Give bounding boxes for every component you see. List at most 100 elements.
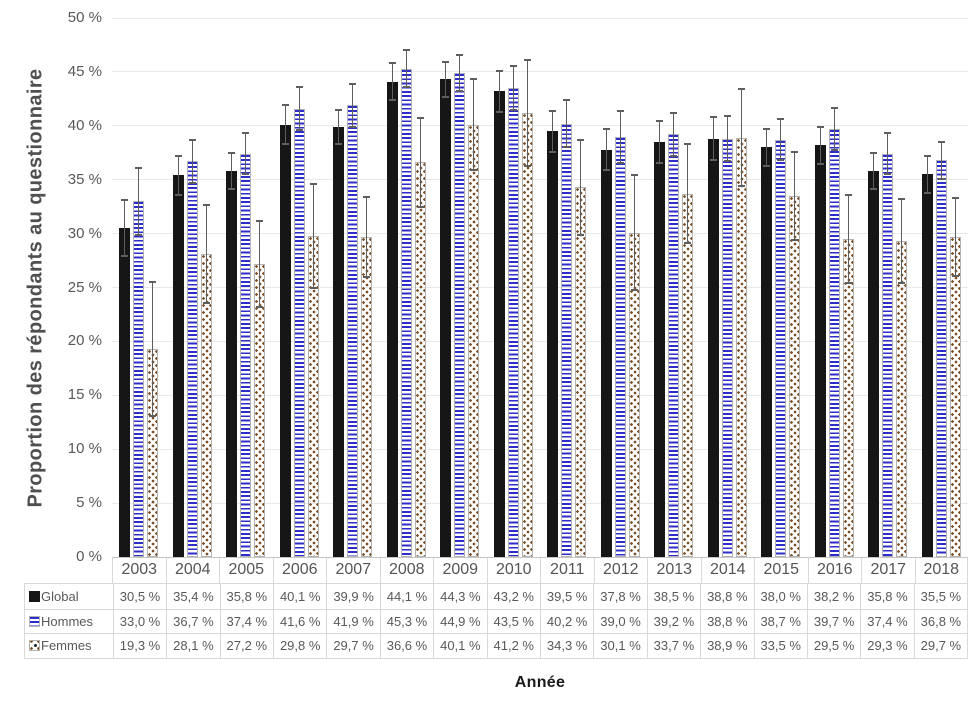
error-bar-line [512, 65, 514, 111]
error-bar-femmes-2005 [256, 219, 264, 308]
error-bar-femmes-2012 [630, 174, 638, 291]
error-bar-cap-top [577, 138, 585, 141]
x-tick-2007: 2007 [326, 557, 380, 583]
error-bar-line [284, 104, 286, 146]
error-bar-line [819, 125, 821, 165]
error-bar-line [205, 204, 207, 304]
table-cell-femmes-2015: 33,5 % [753, 634, 807, 658]
table-row-hommes: Hommes 33,0 % 36,7 % 37,4 % 41,6 % 41,9 % 45,3… [25, 608, 967, 634]
legend-label: Femmes [41, 638, 92, 654]
table-cell-global-2003: 30,5 % [112, 584, 166, 609]
bar-femmes-2016 [842, 239, 854, 557]
table-cell-femmes-2005: 27,2 % [219, 634, 273, 658]
error-bar-line [833, 107, 835, 151]
error-bar-line [926, 154, 928, 194]
error-bar-cap-bottom [549, 150, 557, 153]
error-bar-cap-bottom [456, 90, 464, 93]
x-tick-2003: 2003 [112, 557, 166, 583]
error-bar-cap-top [951, 196, 959, 199]
table-cell-femmes-2012: 30,1 % [593, 634, 646, 658]
error-bar-global-2010 [495, 69, 503, 113]
bar-hommes-2013 [668, 134, 680, 557]
bar-global-2010 [493, 91, 505, 557]
bar-hommes-2011 [561, 123, 573, 557]
bar-global-2017 [868, 171, 880, 557]
error-bar-cap-bottom [309, 286, 317, 289]
error-bar-cap-top [844, 193, 852, 196]
error-bar-cap-bottom [228, 188, 236, 191]
error-bar-femmes-2011 [577, 138, 585, 236]
bar-femmes-2017 [896, 241, 908, 557]
error-bar-line [580, 138, 582, 236]
error-bar-cap-bottom [656, 161, 664, 164]
error-bar-line [887, 132, 889, 176]
error-bar-hommes-2004 [188, 138, 196, 184]
error-bar-line [766, 127, 768, 167]
table-cell-global-2012: 37,8 % [593, 584, 646, 609]
error-bar-hommes-2005 [242, 132, 250, 176]
table-cell-femmes-2004: 28,1 % [166, 634, 219, 658]
y-tick-label-5: 5 % [76, 494, 102, 512]
error-bar-cap-top [363, 195, 371, 198]
error-bar-global-2017 [870, 151, 878, 191]
table-cell-femmes-2003: 19,3 % [112, 634, 166, 658]
gridline-20 [112, 340, 968, 342]
gridline-40 [112, 125, 968, 127]
legend-label: Global [41, 588, 79, 604]
error-bar-cap-top [121, 199, 129, 202]
error-bar-line [391, 62, 393, 101]
error-bar-line [191, 138, 193, 184]
error-bar-global-2003 [121, 199, 129, 258]
error-bar-cap-bottom [363, 275, 371, 278]
error-bar-hommes-2012 [616, 109, 624, 164]
bar-global-2015 [761, 147, 773, 557]
error-bar-cap-top [670, 111, 678, 114]
error-bar-line [780, 118, 782, 162]
error-bar-femmes-2015 [791, 150, 799, 242]
y-tick-label-20: 20 % [67, 332, 102, 350]
error-bar-cap-top [884, 132, 892, 135]
x-tick-2010: 2010 [486, 557, 541, 583]
error-bar-cap-bottom [121, 255, 129, 258]
error-bar-cap-bottom [495, 110, 503, 113]
error-bar-line [259, 219, 261, 308]
error-bar-cap-bottom [923, 191, 931, 194]
bar-hommes-2003 [133, 201, 145, 557]
error-bar-femmes-2010 [523, 58, 531, 167]
error-bar-cap-top [763, 127, 771, 130]
gridline-50 [112, 17, 968, 19]
error-bar-line [847, 193, 849, 285]
error-bar-cap-bottom [684, 242, 692, 245]
error-bar-line [633, 174, 635, 291]
error-bar-cap-bottom [281, 143, 289, 146]
error-bar-cap-top [870, 151, 878, 154]
bar-femmes-2011 [575, 187, 587, 557]
error-bar-cap-bottom [830, 148, 838, 151]
error-bar-femmes-2017 [898, 198, 906, 285]
error-bar-cap-bottom [470, 169, 478, 172]
error-bar-cap-top [630, 174, 638, 177]
y-tick-label-30: 30 % [67, 224, 102, 242]
bar-femmes-2007 [361, 236, 373, 557]
bar-global-2013 [654, 141, 666, 557]
x-tick-2016: 2016 [807, 557, 862, 583]
bar-hommes-2014 [721, 138, 733, 557]
error-bar-global-2016 [816, 125, 824, 165]
error-bar-global-2007 [335, 108, 343, 146]
error-bar-femmes-2009 [470, 78, 478, 172]
table-cell-hommes-2014: 38,8 % [700, 609, 753, 634]
error-bar-cap-top [402, 49, 410, 52]
y-tick-label-10: 10 % [67, 440, 102, 458]
error-bar-hommes-2008 [402, 49, 410, 89]
error-bar-global-2009 [442, 61, 450, 98]
table-cell-hommes-2012: 39,0 % [593, 609, 646, 634]
error-bar-cap-bottom [202, 301, 210, 304]
table-cell-femmes-2011: 34,3 % [539, 634, 593, 658]
error-bar-global-2018 [923, 154, 931, 194]
error-bar-line [352, 82, 354, 128]
bar-global-2016 [814, 145, 826, 557]
y-tick-label-40: 40 % [67, 116, 102, 134]
table-cell-femmes-2009: 40,1 % [433, 634, 486, 658]
gridline-5 [112, 502, 968, 504]
legend-cell-hommes: Hommes [25, 610, 113, 634]
